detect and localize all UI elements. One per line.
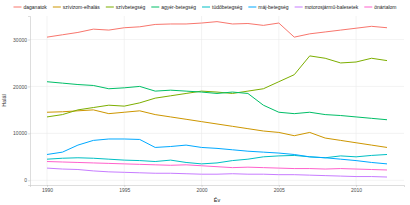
x-tick: 1990: [42, 185, 53, 193]
y-tick-label: 0: [24, 177, 27, 183]
x-tick-label: 1995: [119, 187, 130, 193]
legend-key: [364, 7, 372, 8]
x-axis-line: [31, 186, 405, 188]
y-tick-label: 30000: [13, 37, 27, 43]
y-tick-mark: [28, 133, 30, 134]
y-tick-mark: [28, 180, 30, 181]
plot-area: 1990 1995 2000 2005 2010 0 10000 20000 30000: [13, 16, 404, 193]
series-line: [47, 82, 387, 120]
legend-item: önártalom: [364, 4, 396, 10]
legend: daganatok szívizom-elhalás szívbetegség agy…: [13, 4, 396, 10]
grid-line-y: [30, 180, 404, 181]
y-tick: 10000: [13, 130, 30, 136]
legend-key: [53, 7, 61, 8]
grid-line-y: [30, 86, 404, 87]
chart-container: 1990 1995 2000 2005 2010 0 10000 20000 30000 Év Ha…: [0, 0, 410, 205]
y-tick: 20000: [13, 84, 30, 90]
legend-item: agyér-betegség: [151, 4, 196, 10]
legend-label: agyér-betegség: [161, 4, 196, 10]
grid: [30, 16, 404, 185]
series-line: [47, 22, 387, 37]
legend-key: [151, 7, 159, 8]
legend-label: máj-betegség: [258, 4, 289, 10]
legend-item: máj-betegség: [248, 4, 289, 10]
x-tick: 2005: [274, 185, 285, 193]
y-tick-mark: [28, 86, 30, 87]
legend-item: daganatok: [13, 4, 47, 10]
legend-item: tüdőbetegség: [202, 4, 243, 10]
series-line: [47, 162, 387, 170]
legend-key: [202, 7, 210, 8]
legend-label: szívbetegség: [116, 4, 146, 10]
grid-line-x: [356, 16, 357, 185]
legend-label: szívizom-elhalás: [63, 4, 100, 10]
legend-key: [106, 7, 114, 8]
legend-key: [248, 7, 256, 8]
legend-item: szívbetegség: [106, 4, 146, 10]
y-tick-mark: [28, 39, 30, 40]
y-axis-line: [28, 17, 31, 186]
y-tick-label: 10000: [13, 130, 27, 136]
grid-line-x: [278, 16, 279, 185]
x-tick-label: 1990: [42, 187, 53, 193]
chart-svg: 1990 1995 2000 2005 2010 0 10000 20000 30000 Év Ha…: [0, 0, 410, 205]
legend-item: motorosjármű-balesetek: [295, 4, 359, 10]
x-tick: 2000: [196, 185, 207, 193]
y-axis-title: Halál: [1, 94, 7, 107]
x-tick: 1995: [119, 185, 130, 193]
legend-label: tüdőbetegség: [212, 4, 243, 10]
x-tick-label: 2005: [274, 187, 285, 193]
grid-line-x: [201, 16, 202, 185]
grid-line-y: [30, 133, 404, 134]
x-tick: 2010: [351, 185, 362, 193]
x-tick-label: 2000: [196, 187, 207, 193]
x-axis-title: Év: [214, 197, 221, 203]
series-line: [47, 168, 387, 177]
legend-label: daganatok: [23, 4, 47, 10]
legend-key: [295, 7, 303, 8]
legend-label: motorosjármű-balesetek: [305, 4, 359, 10]
x-tick-label: 2010: [351, 187, 362, 193]
y-axis: 0 10000 20000 30000: [13, 17, 30, 186]
y-tick: 0: [24, 177, 30, 183]
legend-item: szívizom-elhalás: [53, 4, 100, 10]
legend-key: [13, 7, 21, 8]
x-axis: 1990 1995 2000 2005 2010: [31, 185, 405, 193]
series-line: [47, 139, 387, 164]
legend-label: önártalom: [374, 4, 396, 10]
y-tick: 30000: [13, 37, 30, 43]
grid-line-y: [30, 39, 404, 40]
lines: [47, 22, 387, 177]
y-tick-label: 20000: [13, 84, 27, 90]
